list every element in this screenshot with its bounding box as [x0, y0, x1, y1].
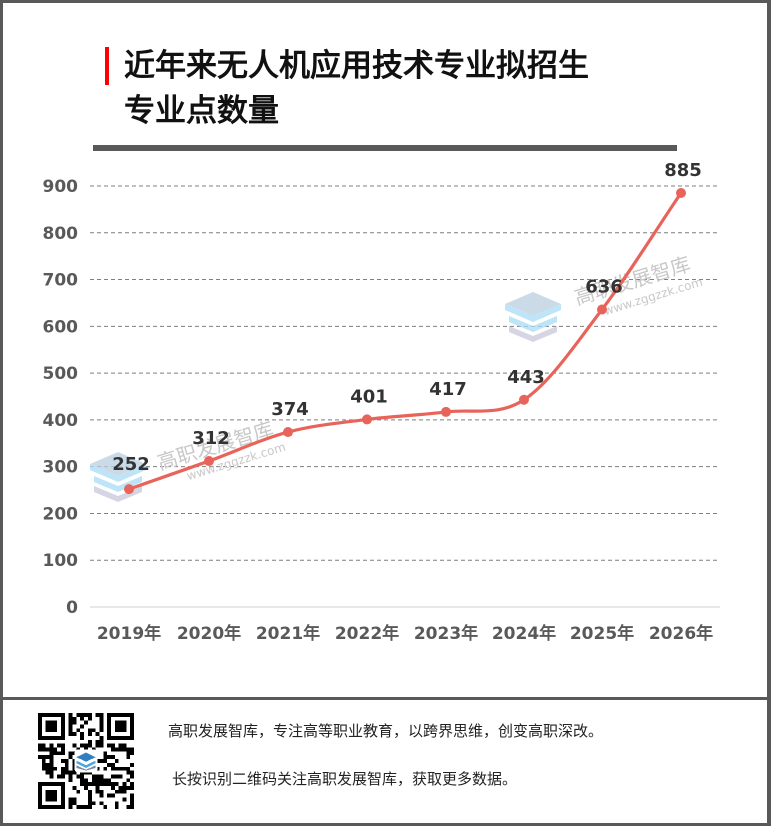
- footer-tagline: 高职发展智库，专注高等职业教育，以跨界思维，创变高职深改。: [168, 722, 604, 740]
- data-point: [283, 427, 293, 438]
- data-point: [676, 188, 686, 199]
- y-tick-label: 0: [66, 598, 78, 618]
- y-tick-label: 700: [43, 271, 79, 291]
- x-tick-label: 2021年: [256, 623, 320, 644]
- data-point: [597, 304, 607, 315]
- y-tick-label: 100: [43, 551, 79, 571]
- x-tick-label: 2024年: [492, 623, 556, 644]
- data-label: 252: [112, 454, 150, 475]
- chart-title-line2: 专业点数量: [124, 93, 279, 129]
- data-point: [124, 484, 134, 495]
- data-label: 417: [429, 379, 467, 400]
- footer-divider: [0, 697, 771, 700]
- x-tick-label: 2022年: [335, 623, 399, 644]
- data-labels: 252 312 374 401 417 443 636 885: [112, 160, 702, 475]
- chart-title: 近年来无人机应用技术专业拟招生 专业点数量: [124, 44, 589, 134]
- gridlines: [90, 185, 720, 561]
- x-tick-label: 2026年: [649, 623, 713, 644]
- data-points: [124, 188, 686, 495]
- y-axis-ticks: 0 100 200 300 400 500 600 700 800 900: [43, 177, 79, 618]
- data-label: 401: [350, 386, 388, 407]
- x-tick-label: 2020年: [177, 623, 241, 644]
- data-label: 636: [585, 276, 623, 297]
- data-point: [204, 456, 214, 467]
- y-tick-label: 600: [43, 317, 79, 337]
- x-tick-label: 2023年: [414, 623, 478, 644]
- x-tick-label: 2025年: [570, 623, 634, 644]
- data-label: 374: [271, 399, 309, 420]
- watermark-logo-icon: [90, 452, 146, 502]
- y-tick-label: 400: [43, 411, 79, 431]
- data-label: 885: [664, 160, 702, 181]
- data-point: [519, 394, 529, 405]
- x-axis-ticks: 2019年 2020年 2021年 2022年 2023年 2024年 2025年 2026年: [97, 623, 713, 644]
- x-tick-label: 2019年: [97, 623, 161, 644]
- y-tick-label: 900: [43, 177, 79, 197]
- y-tick-label: 500: [43, 364, 79, 384]
- y-tick-label: 800: [43, 224, 79, 244]
- data-point: [441, 406, 451, 417]
- watermark-text-1: 高职发展智库 www.zggzzk.com: [154, 417, 287, 483]
- data-label: 443: [507, 367, 545, 388]
- watermark-logo-icon-2: [505, 292, 561, 342]
- data-point: [362, 414, 372, 425]
- y-tick-label: 200: [43, 504, 79, 524]
- data-label: 312: [192, 428, 230, 449]
- footer-qr-hint: 长按识别二维码关注高职发展智库，获取更多数据。: [172, 770, 518, 788]
- title-accent-bar: [105, 47, 109, 85]
- qr-code-icon[interactable]: [38, 713, 134, 809]
- title-underline: [93, 145, 677, 151]
- y-tick-label: 300: [43, 458, 79, 478]
- chart-title-line1: 近年来无人机应用技术专业拟招生: [124, 48, 589, 84]
